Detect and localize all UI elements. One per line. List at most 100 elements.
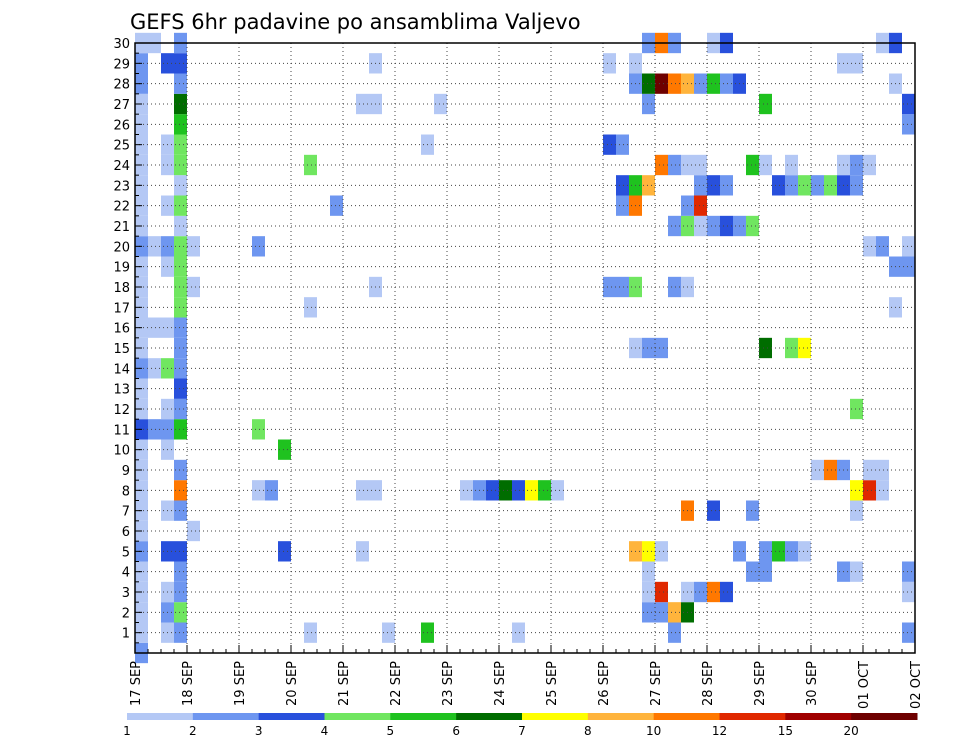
precip-cell xyxy=(707,215,720,237)
y-tick-label: 16 xyxy=(113,322,130,337)
precip-cell xyxy=(382,622,395,643)
precip-cell xyxy=(850,480,863,501)
precip-cell xyxy=(668,215,681,237)
precip-cell xyxy=(863,480,876,501)
precip-cell xyxy=(642,541,655,562)
precip-cell xyxy=(655,73,668,94)
precip-cell xyxy=(174,337,187,359)
y-tick-label: 8 xyxy=(122,484,130,499)
precip-cell xyxy=(707,500,720,521)
precip-cell xyxy=(460,480,473,501)
y-tick-label: 26 xyxy=(113,118,130,133)
precip-cell xyxy=(746,500,759,521)
precip-cell xyxy=(278,541,291,562)
precip-cell xyxy=(902,561,915,582)
legend-label: 3 xyxy=(255,724,263,738)
precip-cell xyxy=(174,602,187,623)
precip-cell xyxy=(850,561,863,582)
y-tick-label: 3 xyxy=(122,586,130,601)
x-tick-label: 18 SEP xyxy=(181,661,196,706)
x-tick-label: 23 SEP xyxy=(441,661,456,706)
precip-cell xyxy=(655,541,668,562)
legend-label: 15 xyxy=(778,724,793,738)
precip-cell xyxy=(174,378,187,399)
precip-cell xyxy=(798,541,811,562)
precip-cell xyxy=(278,439,291,460)
legend-label: 8 xyxy=(584,724,592,738)
precip-cell xyxy=(174,215,187,237)
precip-cell xyxy=(304,622,317,643)
precip-cell xyxy=(174,398,187,420)
y-tick-label: 22 xyxy=(113,200,130,215)
precip-cell xyxy=(616,134,629,155)
precip-cell xyxy=(356,541,369,562)
legend-swatch xyxy=(324,713,391,720)
legend-swatch xyxy=(785,713,852,720)
precip-cell xyxy=(707,73,720,94)
legend-label: 20 xyxy=(844,724,859,738)
legend-label: 7 xyxy=(518,724,526,738)
legend-label: 6 xyxy=(452,724,460,738)
precip-cell xyxy=(174,195,187,216)
precip-cell xyxy=(746,154,759,176)
precip-cell xyxy=(850,398,863,420)
precip-cell xyxy=(772,175,785,196)
precip-cell xyxy=(174,73,187,94)
precip-cell xyxy=(616,195,629,216)
legend-swatch xyxy=(258,713,325,720)
precip-cell xyxy=(824,175,837,196)
precip-cell xyxy=(694,215,707,237)
x-tick-label: 02 OCT xyxy=(909,661,924,709)
precip-cell xyxy=(876,480,889,501)
precip-cell xyxy=(252,236,265,257)
precip-cell xyxy=(187,520,200,542)
x-tick-label: 25 SEP xyxy=(545,661,560,706)
precip-cell xyxy=(876,236,889,257)
y-tick-label: 28 xyxy=(113,78,130,93)
legend-swatch xyxy=(390,713,457,720)
precip-cell xyxy=(850,154,863,176)
y-tick-label: 13 xyxy=(113,383,130,398)
precip-cell xyxy=(694,175,707,196)
precip-cell xyxy=(889,256,915,277)
precip-cell xyxy=(850,175,863,196)
precip-cell xyxy=(902,114,915,135)
precip-cell xyxy=(642,175,655,196)
precip-cell xyxy=(603,53,616,74)
precip-cell xyxy=(772,541,785,562)
precip-cell xyxy=(356,93,382,115)
x-tick-label: 27 SEP xyxy=(649,661,664,706)
precip-cell xyxy=(824,459,837,481)
precip-cell xyxy=(174,297,187,318)
precip-cell xyxy=(759,154,772,176)
precip-cell xyxy=(512,480,525,501)
precip-cell xyxy=(174,358,187,379)
y-tick-label: 30 xyxy=(113,37,130,52)
precip-cell xyxy=(668,73,681,94)
precip-cell xyxy=(135,317,174,338)
y-tick-label: 21 xyxy=(113,220,130,235)
x-tick-label: 29 SEP xyxy=(753,661,768,706)
precip-cell xyxy=(694,581,707,603)
precip-cell xyxy=(681,154,707,176)
precip-cell xyxy=(148,419,161,440)
precip-cell xyxy=(642,581,655,603)
y-tick-label: 2 xyxy=(122,606,130,621)
legend-label: 10 xyxy=(646,724,661,738)
precip-cell xyxy=(902,622,915,643)
precip-cell xyxy=(811,175,824,196)
x-tick-label: 22 SEP xyxy=(389,661,404,706)
precip-cell xyxy=(161,53,187,74)
precip-cell xyxy=(746,215,759,237)
precip-cell xyxy=(902,236,915,257)
precip-cell xyxy=(486,480,499,501)
precip-cell xyxy=(720,581,733,603)
precip-cell xyxy=(902,93,915,115)
precip-cell xyxy=(434,93,447,115)
precip-cell xyxy=(174,459,187,481)
y-tick-label: 15 xyxy=(113,342,130,357)
precip-cell xyxy=(174,236,187,257)
legend-label: 4 xyxy=(321,724,329,738)
